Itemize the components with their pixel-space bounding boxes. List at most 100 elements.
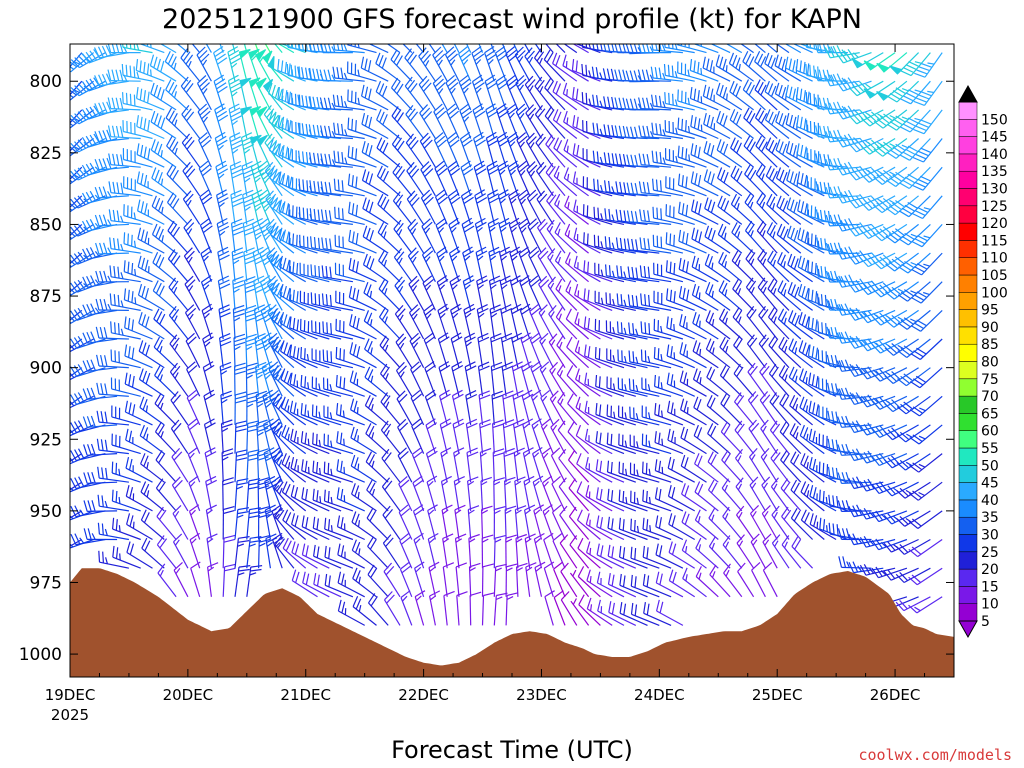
wind-barb (825, 214, 860, 227)
wind-barb (618, 517, 648, 541)
y-tick-label: 850 (30, 215, 62, 235)
wind-barb (258, 534, 271, 569)
wind-barb (837, 415, 872, 428)
wind-barb (586, 597, 613, 626)
wind-barb (312, 516, 342, 541)
colorbar-label: 5 (981, 614, 990, 630)
wind-barb (362, 253, 389, 283)
wind-barb (693, 396, 719, 426)
wind-barb (737, 562, 755, 598)
wind-barb (496, 131, 510, 168)
wind-barb (313, 544, 342, 569)
wind-barb (182, 161, 201, 197)
wind-barb (706, 366, 731, 397)
wind-barb (641, 433, 672, 455)
wind-barb (677, 89, 707, 111)
wind-barb (321, 237, 353, 254)
wind-barb (702, 84, 731, 111)
wind-barb (826, 270, 860, 283)
terrain-fill (70, 568, 954, 677)
wind-barb (480, 476, 492, 511)
wind-barb (682, 567, 707, 598)
wind-barb (220, 419, 233, 454)
wind-barb (554, 222, 578, 254)
wind-barb (486, 160, 500, 196)
wind-barb (310, 236, 342, 254)
colorbar-label: 85 (981, 337, 999, 353)
colorbar-label: 130 (981, 182, 1008, 198)
wind-barb (347, 173, 377, 197)
wind-barb (736, 505, 755, 540)
wind-barb (886, 80, 920, 103)
wind-barb (545, 44, 554, 53)
wind-barb (797, 227, 825, 254)
wind-barb (234, 536, 250, 569)
wind-barb (529, 303, 543, 340)
wind-barb (378, 278, 401, 311)
wind-barb (574, 340, 601, 369)
wind-barb (249, 134, 262, 168)
wind-barb (778, 336, 802, 369)
wind-barb (258, 217, 274, 254)
wind-barb (525, 562, 537, 597)
colorbar-swatch (958, 586, 978, 604)
wind-barb (617, 377, 648, 397)
wind-barb (301, 543, 330, 569)
wind-barb (323, 377, 354, 397)
colorbar-label: 40 (981, 493, 999, 509)
colorbar-label: 50 (981, 458, 999, 474)
wind-barb (93, 45, 130, 59)
wind-barb (478, 390, 491, 425)
wind-barb (766, 193, 790, 225)
wind-barb (567, 450, 590, 483)
wind-barb (575, 368, 601, 397)
wind-barb (524, 75, 543, 111)
wind-barb (781, 506, 802, 540)
wind-barb (337, 543, 365, 569)
y-axis: 800 825 850 875 900 925 950 975 1000 (19, 72, 954, 665)
wind-barb (555, 278, 578, 311)
wind-barb (170, 391, 189, 426)
wind-barb (825, 157, 860, 171)
wind-barb (396, 390, 413, 426)
x-tick-label: 24DEC (634, 686, 685, 704)
colorbar-swatch (958, 551, 978, 570)
wind-barb (473, 131, 486, 168)
wind-barb (452, 418, 465, 454)
wind-barb (300, 431, 330, 455)
wind-barb (461, 217, 475, 254)
wind-barb (667, 400, 695, 426)
wind-barb (405, 105, 425, 139)
wind-barb (154, 365, 177, 397)
wind-barb (760, 447, 778, 483)
wind-barb (394, 276, 413, 311)
wind-barb (181, 133, 201, 168)
wind-barb (310, 264, 342, 283)
wind-barb (349, 342, 377, 369)
colorbar-swatch (958, 205, 978, 224)
wind-barb (665, 176, 695, 197)
colorbar-label: 15 (981, 579, 999, 595)
wind-barb (270, 251, 295, 283)
wind-barb (680, 398, 707, 426)
wind-barb (268, 82, 295, 111)
colorbar-label: 105 (981, 268, 1008, 284)
wind-barb (563, 110, 589, 139)
wind-barb (497, 189, 510, 225)
wind-barb (754, 50, 778, 82)
wind-barb (366, 479, 389, 512)
wind-barb (546, 191, 566, 225)
wind-barb (744, 164, 766, 197)
wind-barb (82, 415, 118, 428)
wind-barb (220, 390, 233, 425)
wind-barb (666, 372, 695, 397)
wind-barb (367, 536, 389, 569)
wind-barb (380, 420, 401, 454)
wind-barb (860, 166, 896, 183)
wind-barb (267, 55, 295, 82)
wind-barb (96, 354, 129, 369)
wind-barb (485, 103, 499, 139)
wind-barb (499, 275, 512, 311)
wind-barb (704, 225, 731, 254)
wind-barb (897, 281, 931, 302)
